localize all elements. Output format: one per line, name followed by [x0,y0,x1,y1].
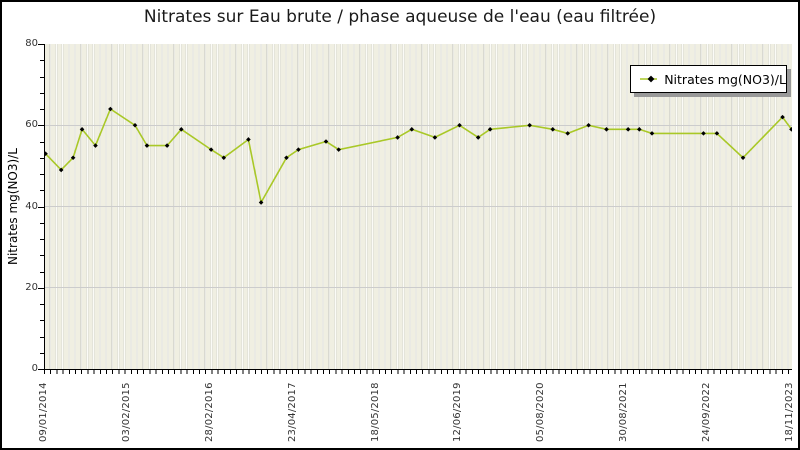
data-point-marker [780,114,785,120]
data-point-marker [45,151,48,156]
y-major-tick-20 [38,287,44,289]
data-point-marker [586,122,591,128]
legend-label: Nitrates mg(NO3)/L [664,71,786,87]
y-major-tick-0 [38,369,44,370]
gridline-40 [45,206,792,207]
y-tick-label-0: 0 [31,363,38,374]
chart-title: Nitrates sur Eau brute / phase aqueuse d… [143,7,657,27]
y-minor-tick-36 [40,222,44,224]
data-point-marker [246,137,251,142]
data-point-marker [70,155,76,161]
data-point-marker [604,127,609,132]
data-point-marker [789,127,792,132]
data-point-marker [740,155,746,161]
x-tick-label-28-02-2016: 28/02/2016 [203,382,215,442]
data-point-marker [527,122,532,128]
data-point-marker [208,147,214,152]
nitrates-line-series [45,106,792,205]
y-minor-tick-32 [40,239,44,240]
data-point-marker [336,147,341,152]
data-point-marker [475,135,481,140]
data-point-marker [487,127,493,132]
y-minor-tick-56 [40,141,44,143]
y-minor-tick-12 [40,320,44,322]
gridline-20 [45,287,792,289]
gridline-60 [45,124,792,126]
data-point-marker [637,127,642,132]
y-minor-tick-72 [40,76,44,78]
y-tick-label-40: 40 [25,200,38,212]
x-tick-label-09-01-2014: 09/01/2014 [38,382,49,442]
data-point-marker [79,127,85,132]
x-tick-label-12-06-2019: 12/06/2019 [452,382,464,442]
y-tick-label-80: 80 [25,38,38,49]
plot-area [44,44,792,370]
y-minor-tick-52 [40,157,44,159]
x-tick-label-30-08-2021: 30/08/2021 [618,382,630,442]
x-tick-label-18-11-2023: 18/11/2023 [784,382,795,442]
y-minor-tick-64 [40,109,44,110]
data-point-marker [258,200,264,205]
y-minor-tick-68 [40,92,44,94]
y-minor-tick-24 [40,271,44,273]
x-tick-label-03-02-2015: 03/02/2015 [120,382,132,442]
data-point-marker [178,127,184,132]
y-major-tick-40 [38,206,44,208]
data-point-marker [164,143,170,148]
data-point-marker [395,135,400,140]
data-point-marker [323,139,329,144]
data-point-marker [714,131,720,136]
data-point-marker [221,155,227,161]
data-point-marker [284,155,289,161]
x-tick-label-18-05-2018: 18/05/2018 [369,382,381,442]
y-major-tick-60 [38,125,44,127]
series-line [45,107,792,205]
y-minor-tick-4 [40,352,44,354]
data-point-marker [296,147,301,152]
x-tick-label-24-09-2022: 24/09/2022 [701,382,713,442]
data-point-marker [409,127,415,132]
legend-box: Nitrates mg(NO3)/L [630,65,787,93]
x-tick-label-23-04-2017: 23/04/2017 [286,382,298,442]
y-tick-label-20: 20 [25,281,38,293]
data-point-marker [625,127,631,132]
y-minor-tick-76 [40,60,44,62]
data-point-marker [93,143,98,148]
data-point-marker [432,135,438,140]
y-minor-tick-8 [40,336,44,338]
data-point-marker [108,106,113,112]
y-tick-label-60: 60 [25,119,38,131]
x-tick-label-05-08-2020: 05/08/2020 [535,382,547,442]
data-point-marker [550,127,556,132]
x-axis-ticks [44,370,792,374]
data-point-marker [649,131,655,136]
y-major-tick-80 [38,44,44,45]
data-point-marker [565,131,570,136]
data-point-marker [144,143,150,148]
y-minor-tick-48 [40,174,44,175]
data-point-marker [58,167,64,173]
y-minor-tick-28 [40,255,44,257]
data-point-marker [457,122,462,128]
data-point-marker [701,131,706,136]
y-minor-tick-44 [40,190,44,192]
y-minor-tick-16 [40,304,44,305]
legend-marker-icon [640,75,658,83]
